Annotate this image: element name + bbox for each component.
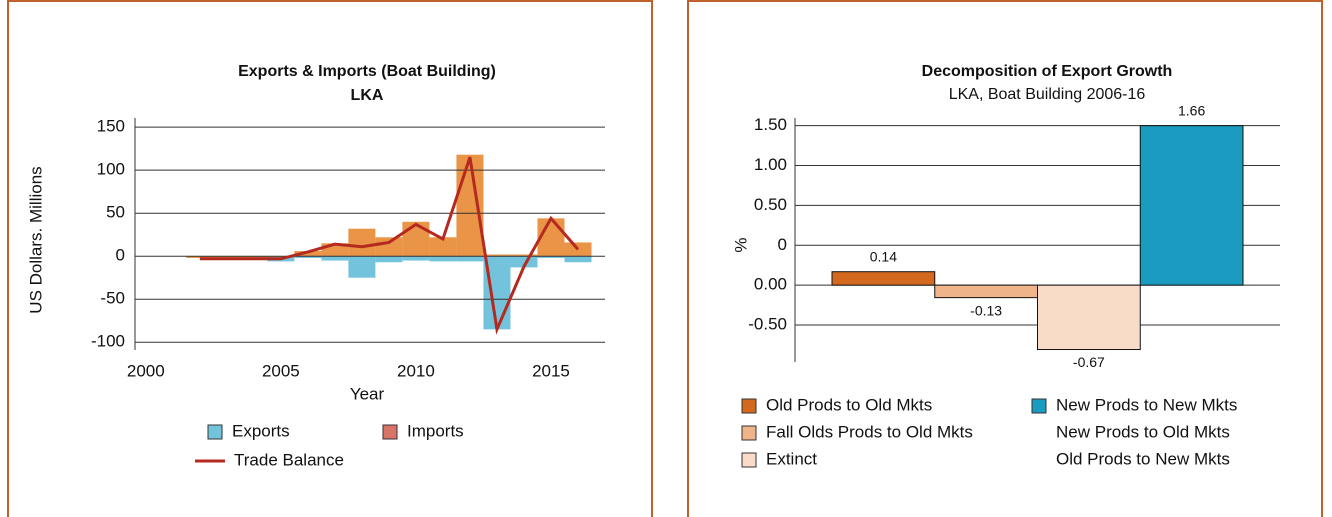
legend-swatch: [382, 424, 398, 440]
legend-swatch: [741, 452, 757, 468]
bar: [934, 284, 1038, 299]
bar: [831, 271, 936, 286]
chart-subtitle: LKA, Boat Building 2006-16: [949, 86, 1146, 103]
bar: [375, 256, 403, 263]
bar: [483, 254, 511, 257]
bar: [321, 256, 349, 261]
bar: [213, 256, 241, 258]
bar: [402, 221, 430, 257]
y-axis-label: US Dollars. Millions: [26, 166, 45, 313]
chart-subtitle: LKA: [351, 87, 384, 104]
legend-label: Old Prods to New Mkts: [1056, 449, 1230, 468]
bar: [510, 254, 538, 257]
bar: [537, 256, 565, 258]
y-tick-label: 0.50: [754, 195, 787, 214]
bar: [402, 256, 430, 261]
legend-swatch: [741, 398, 757, 414]
bar: [510, 256, 538, 268]
bar: [429, 256, 457, 262]
bar: [1139, 125, 1244, 286]
x-tick-label: 2005: [262, 361, 300, 380]
bar: [294, 256, 322, 258]
legend-swatch: [741, 425, 757, 441]
bar: [564, 256, 592, 263]
bar: [348, 228, 376, 257]
data-label: -0.67: [1073, 354, 1105, 370]
bar: [348, 256, 376, 278]
y-tick-label: 50: [106, 203, 125, 222]
legend-label: Extinct: [766, 449, 817, 468]
y-tick-label: 0: [116, 246, 125, 265]
legend-swatch: [1031, 398, 1047, 414]
y-tick-label: 0: [778, 235, 787, 254]
y-tick-label: 150: [97, 117, 125, 136]
panel-frame: [687, 0, 1323, 517]
y-axis-label: %: [731, 237, 750, 252]
x-tick-label: 2015: [532, 361, 570, 380]
legend-label: New Prods to New Mkts: [1056, 395, 1237, 414]
bar: [375, 237, 403, 257]
bar: [186, 256, 214, 258]
legend-label: Imports: [407, 421, 464, 440]
y-tick-label: -0.50: [748, 315, 787, 334]
bar: [456, 256, 484, 262]
y-tick-label: 100: [97, 160, 125, 179]
bar: [294, 251, 322, 257]
chart-title: Decomposition of Export Growth: [922, 63, 1173, 80]
legend-label: New Prods to Old Mkts: [1056, 422, 1230, 441]
legend-label: Trade Balance: [234, 450, 344, 469]
x-tick-label: 2010: [397, 361, 435, 380]
data-label: 1.66: [1178, 102, 1205, 118]
bar: [240, 256, 268, 258]
bar: [1037, 284, 1141, 351]
data-label: -0.13: [970, 302, 1002, 318]
y-tick-label: 1.50: [754, 115, 787, 134]
legend-label: Exports: [232, 421, 290, 440]
y-tick-label: -100: [91, 332, 125, 351]
trade-balance-line: [199, 156, 580, 335]
x-tick-label: 2000: [127, 361, 165, 380]
y-tick-label: 0.00: [754, 275, 787, 294]
x-axis-label: Year: [350, 384, 385, 403]
bar: [429, 237, 457, 257]
legend-swatch: [207, 424, 223, 440]
legend-label: Fall Olds Prods to Old Mkts: [766, 422, 973, 441]
y-tick-label: 1.00: [754, 155, 787, 174]
chart-title: Exports & Imports (Boat Building): [238, 63, 496, 80]
y-tick-label: -50: [100, 289, 125, 308]
legend-label: Old Prods to Old Mkts: [766, 395, 932, 414]
panel-frame: [7, 0, 653, 517]
data-label: 0.14: [870, 248, 897, 264]
